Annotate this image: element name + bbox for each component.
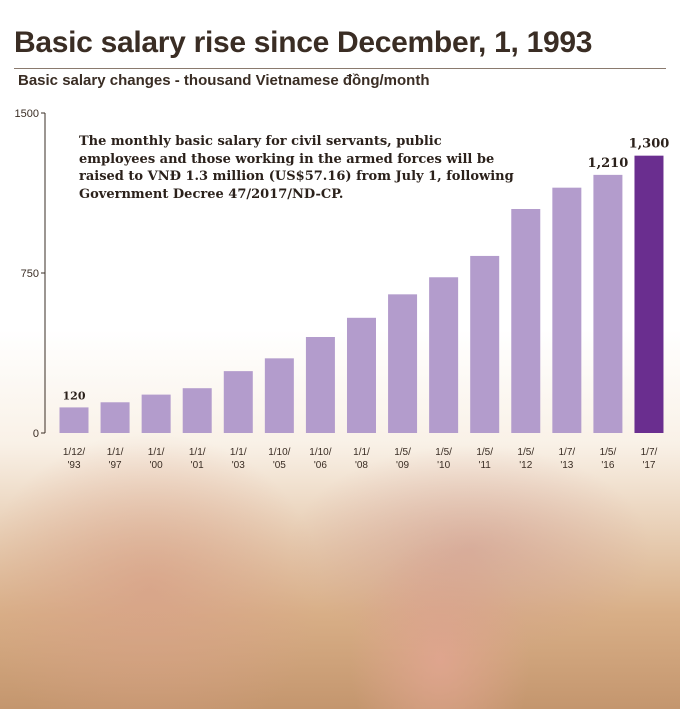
x-tick-label: 1/1/'01 [189,447,206,471]
x-tick-label: 1/1/'00 [148,447,165,471]
x-tick-label: 1/5/'12 [517,447,534,471]
data-label: 1,210 [588,156,629,171]
bar [511,209,541,433]
y-axis: 0 750 1500 [15,108,46,440]
x-tick-label: 1/5/'10 [435,447,452,471]
bar [429,277,459,433]
x-tick-label: 1/10/'06 [309,447,331,471]
y-tick-label: 0 [33,428,39,440]
bar [223,371,253,433]
bar [593,174,623,433]
x-tick-label: 1/1/'08 [353,447,370,471]
bar [305,337,335,433]
bar [552,187,582,433]
x-tick-label: 1/1/'97 [107,447,124,471]
data-label: 120 [63,389,86,402]
bar [346,317,376,433]
title-divider [14,68,666,69]
x-tick-label: 1/5/'16 [600,447,617,471]
annotation-note: The monthly basic salary for civil serva… [79,134,514,202]
bar [141,394,171,433]
chart-subtitle: Basic salary changes - thousand Vietname… [18,72,430,89]
bars [59,155,664,433]
bar [182,388,212,433]
x-tick-label: 1/5/'11 [476,447,493,471]
y-tick-label: 750 [21,268,39,280]
y-tick-label: 1500 [15,108,39,120]
chart-title: Basic salary rise since December, 1, 199… [14,26,593,59]
x-tick-label: 1/12/'93 [63,447,85,471]
bar [634,155,664,433]
bar [59,407,89,433]
x-tick-label: 1/1/'03 [230,447,247,471]
bar [100,402,130,433]
x-tick-label: 1/7/'13 [558,447,575,471]
data-label: 1,300 [629,137,670,152]
bar [388,294,418,433]
x-tick-label: 1/10/'05 [268,447,290,471]
bar [470,255,500,433]
x-tick-label: 1/5/'09 [394,447,411,471]
x-tick-label: 1/7/'17 [641,447,658,471]
x-axis-ticks: 1/12/'93 1/1/'97 1/1/'00 1/1/'01 1/1/'03 1/10… [63,447,658,471]
bar [264,358,294,433]
